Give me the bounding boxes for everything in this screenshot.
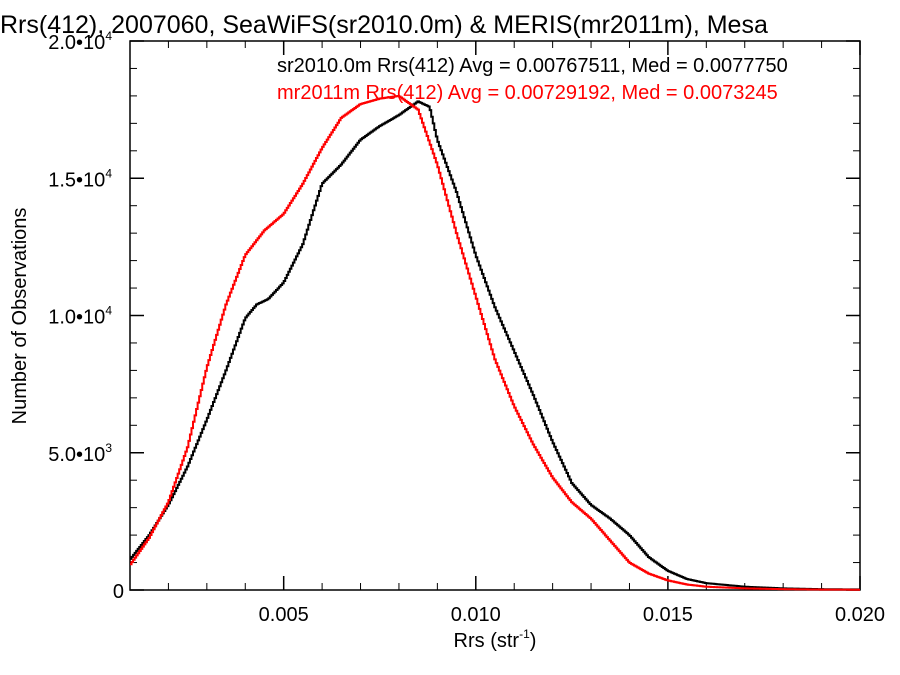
y-axis-label: Number of Observations	[9, 208, 31, 425]
y-tick-label-exponent: 4	[105, 29, 112, 43]
x-tick-label: 0.020	[835, 604, 885, 626]
series-line-mr2011m	[130, 95, 860, 591]
plot-frame	[129, 40, 861, 591]
x-axis-label-main: Rrs (str	[454, 630, 520, 652]
y-tick-label-main: 2.0•10	[48, 32, 105, 54]
x-axis-label-close: )	[530, 630, 537, 652]
y-tick-label: 1.5•104	[48, 166, 112, 191]
legend-entry-mr2011m: mr2011m Rrs(412) Avg = 0.00729192, Med =…	[277, 82, 778, 104]
y-tick-label: 0	[113, 581, 124, 603]
y-tick-label-main: 5.0•10	[48, 444, 105, 466]
x-axis-label: Rrs (str-1)	[454, 627, 537, 652]
y-tick-label: 1.0•104	[48, 304, 112, 329]
y-tick-label-main: 1.0•10	[48, 307, 105, 329]
y-tick-label-main: 1.5•10	[48, 169, 105, 191]
x-tick-label: 0.015	[643, 604, 693, 626]
y-tick-label-exponent: 3	[105, 441, 112, 455]
y-tick-label: 2.0•104	[48, 29, 112, 54]
legend-entry-sr2010.0m: sr2010.0m Rrs(412) Avg = 0.00767511, Med…	[277, 55, 788, 77]
x-tick-label: 0.005	[259, 604, 309, 626]
chart-title: Rrs(412), 2007060, SeaWiFS(sr2010.0m) & …	[0, 11, 768, 39]
y-tick-label: 5.0•103	[48, 441, 112, 466]
y-tick-label-exponent: 4	[105, 166, 112, 180]
x-tick-label: 0.010	[451, 604, 501, 626]
y-tick-label-main: 0	[113, 581, 124, 603]
series-line-sr2010.0m	[130, 100, 860, 591]
x-axis-label-superscript: -1	[519, 627, 530, 641]
y-tick-label-exponent: 4	[105, 304, 112, 318]
